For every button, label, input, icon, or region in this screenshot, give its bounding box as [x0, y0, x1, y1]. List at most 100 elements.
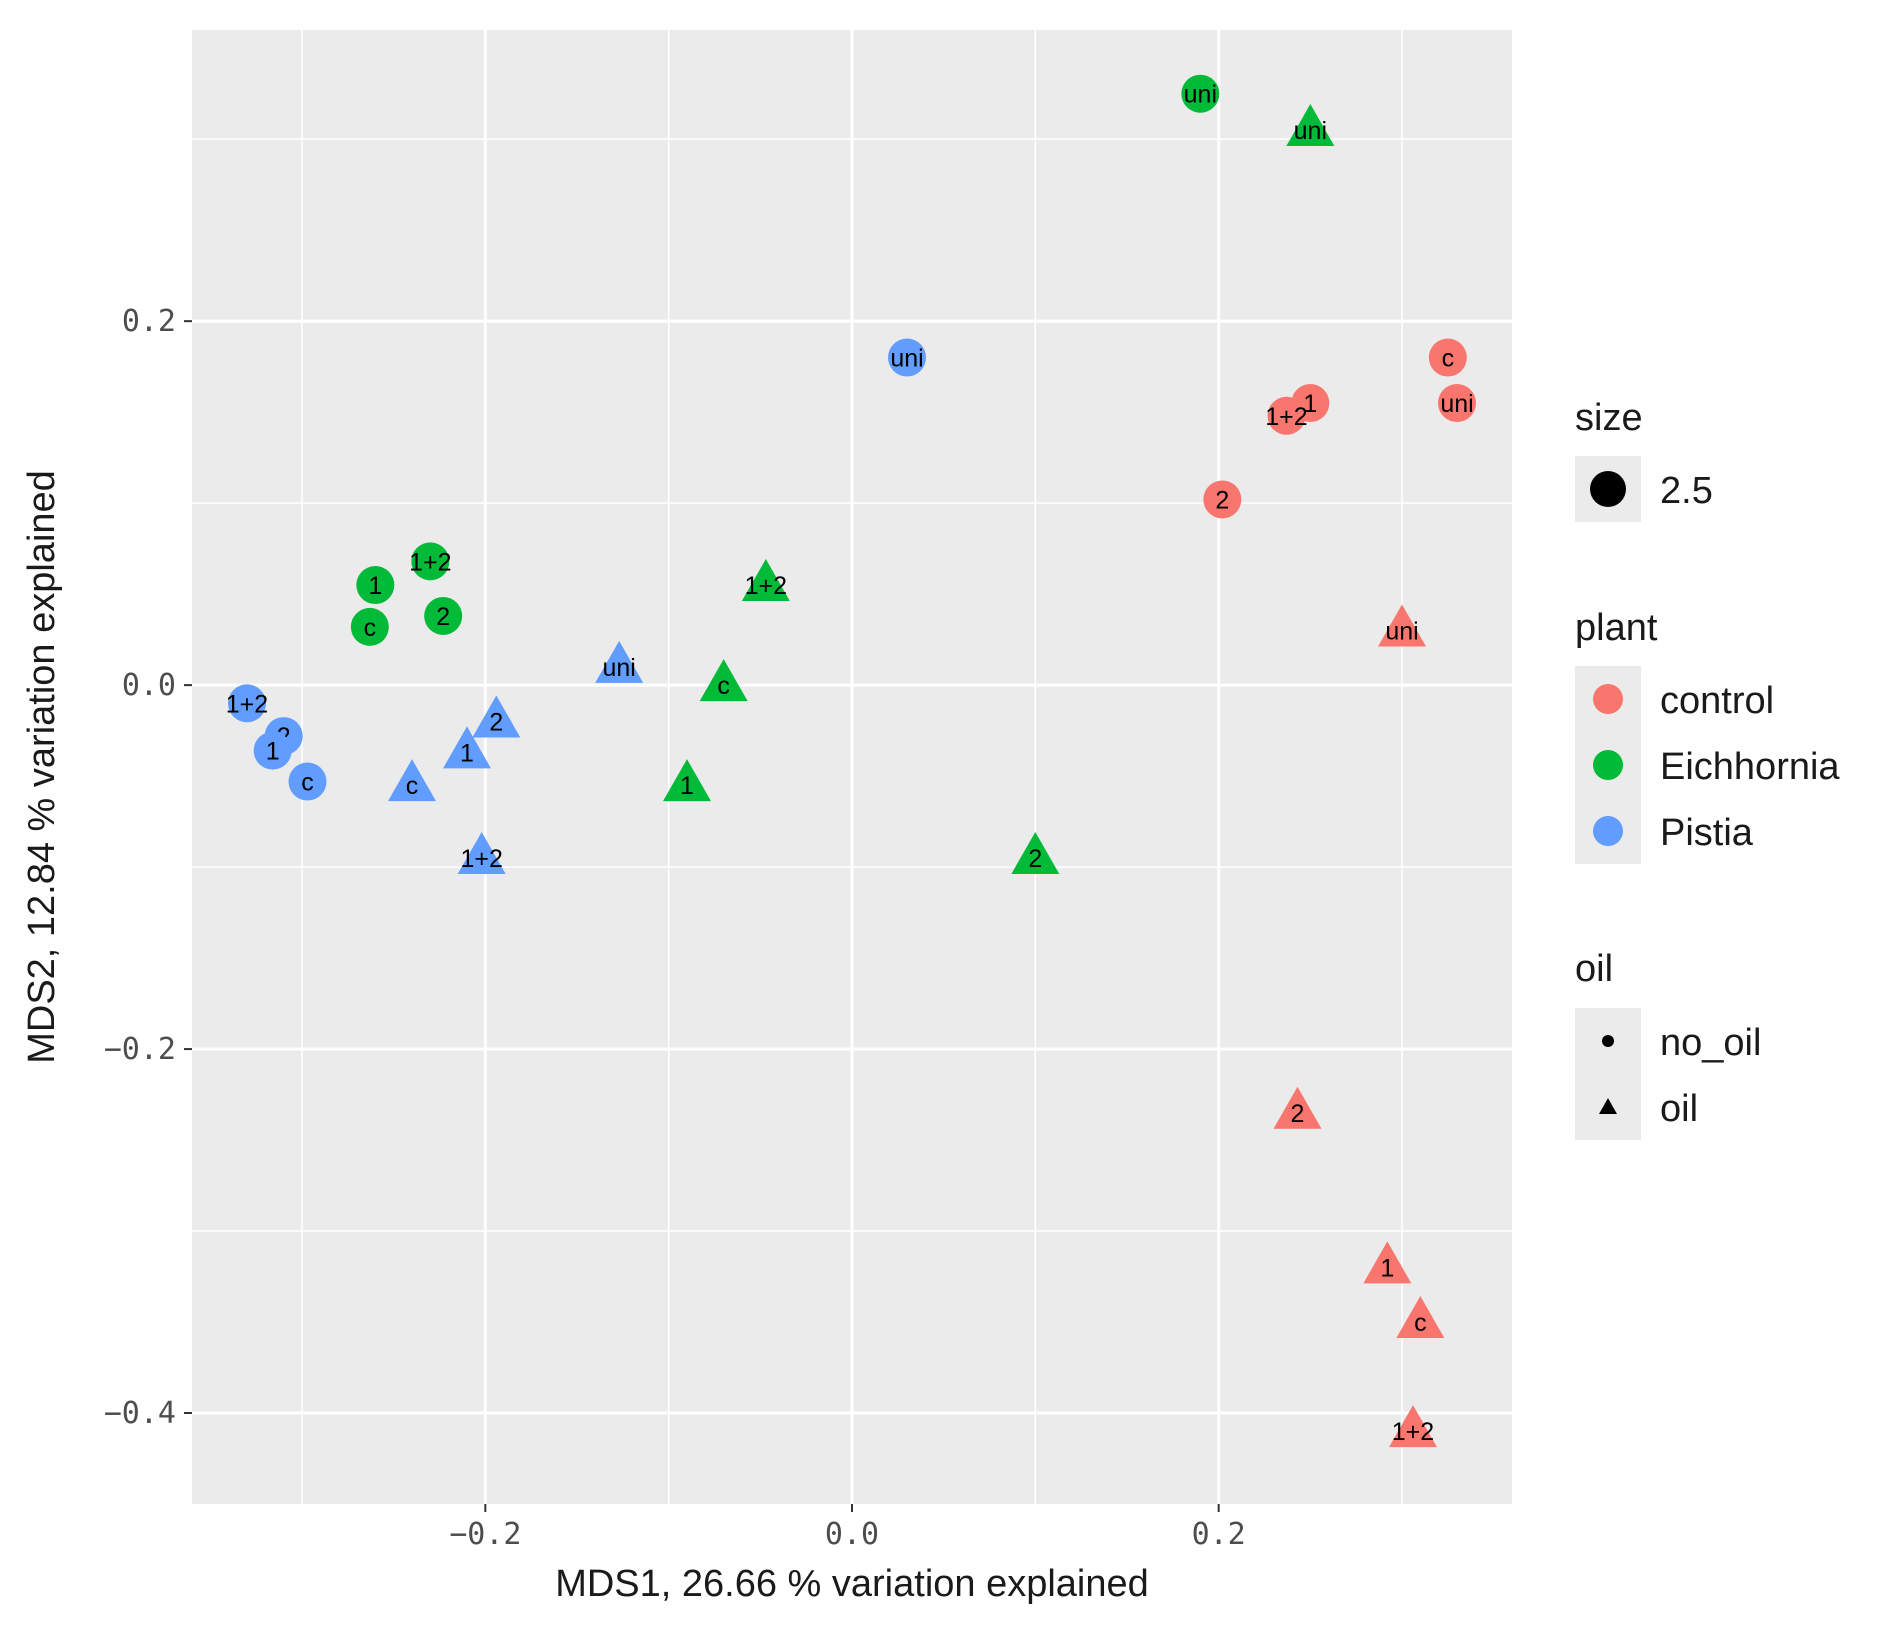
point-marker-circle [1267, 396, 1306, 435]
point-marker-triangle [443, 726, 491, 769]
legend-plant-eichhornia-icon [1593, 750, 1623, 780]
legend-oil-oil-icon [1599, 1098, 1617, 1114]
point-label: 2 [1215, 486, 1229, 514]
data-point: c [388, 759, 436, 802]
point-label: c [717, 672, 730, 700]
point-label: uni [890, 345, 923, 373]
point-marker-triangle [741, 558, 790, 601]
point-label: 1 [266, 738, 280, 766]
point-marker-triangle [1389, 1405, 1437, 1448]
legend-size: size 2.5 [1575, 397, 1713, 522]
data-point: 1 [356, 566, 395, 605]
x-axis-ticks: −0.2 0.0 0.2 [449, 1504, 1246, 1552]
data-point: 2 [424, 596, 463, 635]
y-axis-title: MDS2, 12.84 % variation explained [21, 470, 63, 1064]
point-marker-triangle [1396, 1295, 1445, 1338]
point-marker-circle [411, 542, 450, 581]
legend-oil-title: oil [1575, 948, 1613, 990]
point-marker-triangle [1378, 604, 1426, 647]
x-tick-label: 0.2 [1192, 1517, 1246, 1552]
data-point: 1 [1363, 1241, 1412, 1284]
legend-size-key-icon [1590, 471, 1626, 507]
point-marker-circle [228, 684, 266, 723]
data-point: 1 [663, 759, 711, 802]
point-marker-triangle [1286, 104, 1335, 147]
legend-oil-oil-label: oil [1660, 1088, 1698, 1130]
point-label: 2 [1028, 845, 1042, 873]
point-label: 1+2 [1265, 403, 1307, 431]
legend-plant-pistia-label: Pistia [1660, 812, 1754, 854]
point-marker-circle [1181, 74, 1220, 113]
y-axis-ticks: −0.4 −0.2 0.0 0.2 [104, 304, 192, 1431]
y-tick-label: −0.4 [104, 1396, 176, 1431]
data-point: 1+2 [457, 831, 506, 874]
point-marker-circle [424, 596, 463, 635]
data-point: uni [888, 338, 926, 377]
data-point: uni [1378, 604, 1426, 647]
y-tick-label: −0.2 [104, 1032, 176, 1067]
point-marker-circle [888, 338, 926, 377]
point-label: 2 [436, 603, 450, 631]
point-label: 1 [460, 739, 474, 767]
legend-plant-title: plant [1575, 607, 1658, 649]
point-label: c [406, 772, 419, 800]
data-point: c [699, 659, 748, 702]
point-marker-triangle [472, 695, 521, 738]
point-marker-circle [253, 731, 292, 770]
data-point: 2 [1273, 1086, 1322, 1129]
point-label: 1 [368, 572, 382, 600]
point-marker-triangle [1273, 1086, 1322, 1129]
point-label: 1 [1380, 1254, 1394, 1282]
data-point: 1+2 [409, 542, 452, 581]
point-marker-circle [1438, 384, 1476, 423]
point-label: 2 [1291, 1100, 1305, 1128]
legend-plant: plant control Eichhornia Pistia [1575, 607, 1840, 864]
point-marker-triangle [663, 759, 711, 802]
point-label: uni [1294, 117, 1327, 145]
data-point: 2 [1203, 480, 1242, 519]
data-points: uniuniunicuni11+22uni11+22c1+2c12uni1+22… [226, 74, 1476, 1448]
point-label: c [301, 769, 314, 797]
point-marker-circle [356, 566, 395, 605]
data-point: c [350, 607, 389, 646]
point-label: 1+2 [226, 690, 268, 718]
data-point: 2 [472, 695, 521, 738]
legend-plant-control-icon [1593, 684, 1623, 714]
point-marker-triangle [457, 831, 506, 874]
data-point: 1+2 [741, 558, 790, 601]
data-point: 1+2 [1389, 1405, 1437, 1448]
major-gridlines [192, 30, 1512, 1504]
point-marker-triangle [595, 640, 644, 683]
x-tick-label: 0.0 [825, 1517, 879, 1552]
point-label: 1+2 [460, 845, 502, 873]
legend-size-title: size [1575, 397, 1643, 439]
y-tick-label: 0.2 [122, 304, 176, 339]
point-marker-triangle [1011, 831, 1060, 874]
point-marker-triangle [388, 759, 436, 802]
legend-plant-pistia-icon [1593, 816, 1623, 846]
point-label: uni [1184, 81, 1217, 109]
point-label: c [1442, 345, 1455, 373]
data-point: uni [1438, 384, 1476, 423]
point-marker-circle [288, 762, 327, 801]
point-marker-triangle [1363, 1241, 1412, 1284]
data-point: 1 [443, 726, 491, 769]
point-label: 1 [1303, 390, 1317, 418]
point-marker-triangle [699, 659, 748, 702]
legend-oil-no-oil-label: no_oil [1660, 1022, 1761, 1064]
point-marker-circle [350, 607, 389, 646]
point-label: uni [1385, 618, 1418, 646]
data-point: uni [1286, 104, 1335, 147]
point-label: uni [1440, 390, 1473, 418]
point-marker-circle [1203, 480, 1242, 519]
point-label: 1 [680, 772, 694, 800]
point-label: 1+2 [409, 548, 451, 576]
data-point: 1 [253, 731, 292, 770]
data-point: 1+2 [1265, 396, 1308, 435]
legend-plant-eichhornia-label: Eichhornia [1660, 746, 1840, 788]
data-point: uni [1181, 74, 1220, 113]
point-label: c [1414, 1309, 1427, 1337]
data-point: c [288, 762, 327, 801]
point-label: uni [602, 654, 635, 682]
